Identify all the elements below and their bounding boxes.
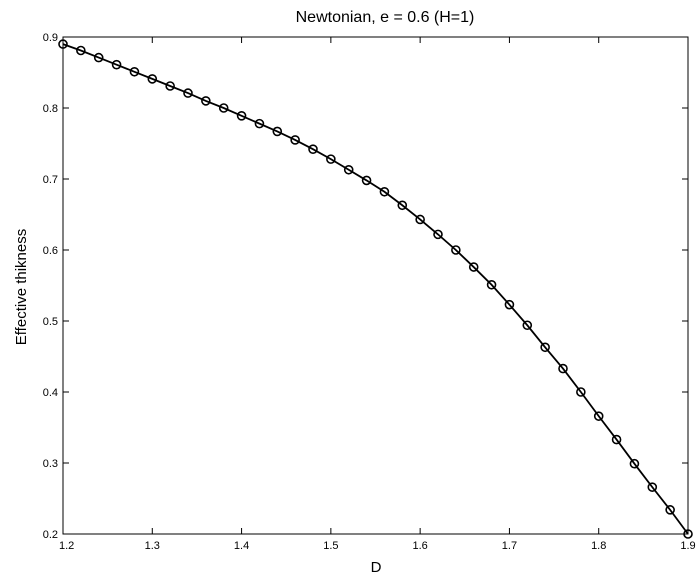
series-line (62, 43, 689, 535)
data-point-marker (93, 52, 104, 63)
x-tick-label: 1.9 (680, 540, 695, 552)
data-point-marker (290, 135, 300, 145)
data-point-marker (558, 363, 568, 374)
data-point-marker (415, 214, 425, 225)
x-tick-label: 1.6 (412, 540, 427, 552)
x-tick-label: 1.3 (145, 540, 160, 552)
data-point-marker (147, 74, 158, 84)
axis-ticks: 1.2 1.3 1.4 1.5 1.6 1.7 1.8 1.9 0.2 0.3 0.4 0.5 0.6 0… (43, 32, 696, 552)
y-tick-label: 0.7 (43, 174, 58, 186)
data-point-marker (504, 299, 515, 310)
data-point-marker (58, 39, 68, 49)
data-point-marker (111, 59, 122, 70)
data-point-marker (451, 245, 461, 255)
data-point-marker (361, 175, 372, 186)
data-point-marker (326, 154, 336, 164)
y-tick-label: 0.4 (43, 387, 58, 399)
data-point-marker (272, 126, 283, 137)
plot-area-frame (62, 36, 689, 535)
data-point-marker (468, 262, 479, 272)
data-point-marker (165, 81, 175, 91)
x-tick-label: 1.5 (323, 540, 338, 552)
data-point-marker (629, 458, 640, 469)
x-tick-label: 1.2 (59, 540, 74, 552)
data-point-marker (236, 111, 247, 121)
y-tick-label: 0.3 (43, 458, 58, 470)
y-tick-label: 0.5 (43, 316, 58, 328)
data-point-marker (201, 96, 211, 106)
data-point-marker (433, 229, 443, 240)
x-tick-label: 1.8 (591, 540, 606, 552)
data-point-marker (593, 411, 604, 421)
y-tick-label: 0.2 (43, 529, 58, 541)
data-point-marker (611, 434, 622, 445)
data-point-marker (647, 482, 658, 492)
series-layer (58, 39, 693, 539)
y-tick-label: 0.9 (43, 32, 58, 44)
data-point-marker (218, 103, 229, 113)
y-tick-label: 0.8 (43, 103, 58, 115)
data-point-marker (486, 279, 497, 290)
data-point-marker (576, 387, 586, 397)
data-point-marker (522, 320, 533, 331)
chart-title: Newtonian, e = 0.6 (H=1) (296, 9, 475, 26)
data-point-marker (343, 164, 354, 175)
x-axis-label: D (371, 559, 382, 576)
data-point-marker (308, 144, 318, 154)
x-tick-label: 1.4 (234, 540, 249, 552)
data-point-marker (397, 200, 408, 211)
data-point-marker (379, 186, 390, 197)
data-point-marker (183, 88, 193, 98)
data-point-marker (254, 118, 265, 129)
y-tick-label: 0.6 (43, 245, 58, 257)
data-point-marker (129, 66, 140, 77)
data-point-marker (540, 342, 550, 353)
data-point-marker (76, 45, 86, 56)
data-point-marker (665, 505, 675, 515)
x-tick-label: 1.7 (502, 540, 517, 552)
y-axis-label: Effective thikness (13, 229, 30, 345)
data-point-marker (683, 529, 693, 539)
